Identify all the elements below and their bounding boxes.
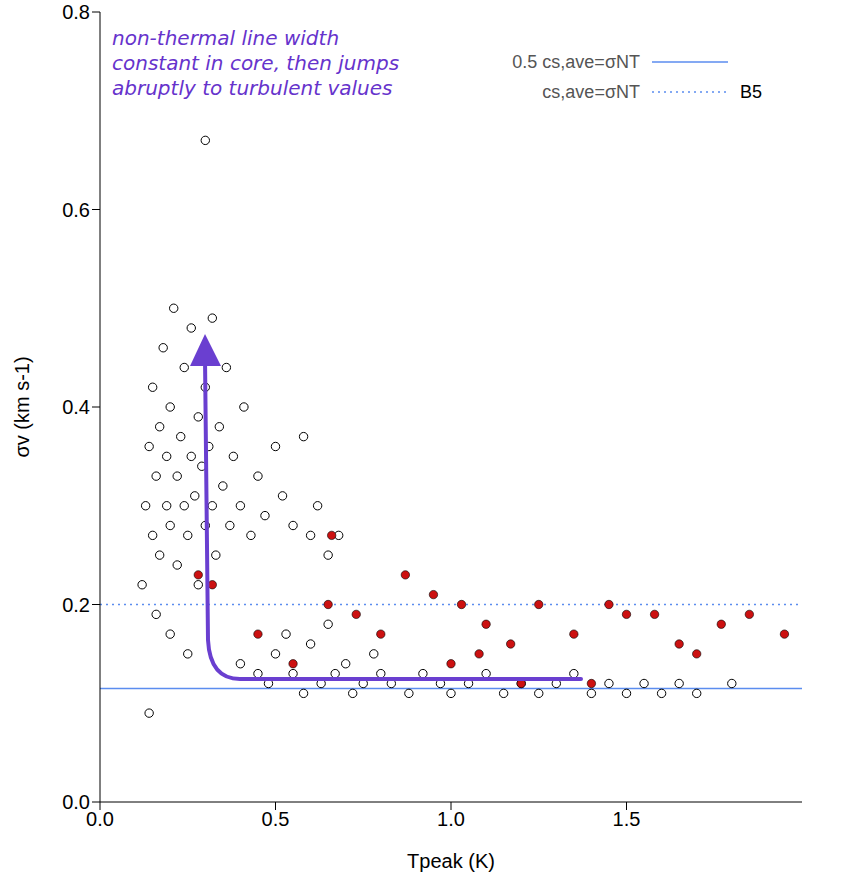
html-text:non-thermal line width constan: non-thermal line width constant in core,…: [112, 26, 400, 100]
svg-text:0.5: 0.5: [262, 808, 290, 830]
svg-text:0.4: 0.4: [62, 396, 90, 418]
svg-text:0.2: 0.2: [62, 594, 90, 616]
svg-text:1.0: 1.0: [437, 808, 465, 830]
svg-text:0.0: 0.0: [86, 808, 114, 830]
svg-text:σv (km s-1): σv (km s-1): [11, 356, 33, 457]
svg-text:0.0: 0.0: [62, 791, 90, 813]
svg-text:0.6: 0.6: [62, 199, 90, 221]
html-text:cs,ave=σNT: cs,ave=σNT: [542, 81, 640, 102]
html-text:B5: B5: [740, 81, 762, 102]
svg-text:1.5: 1.5: [613, 808, 641, 830]
svg-text:Tpeak (K): Tpeak (K): [407, 850, 495, 872]
svg-text:0.8: 0.8: [62, 1, 90, 23]
html-text:0.5 cs,ave=σNT: 0.5 cs,ave=σNT: [512, 51, 640, 72]
